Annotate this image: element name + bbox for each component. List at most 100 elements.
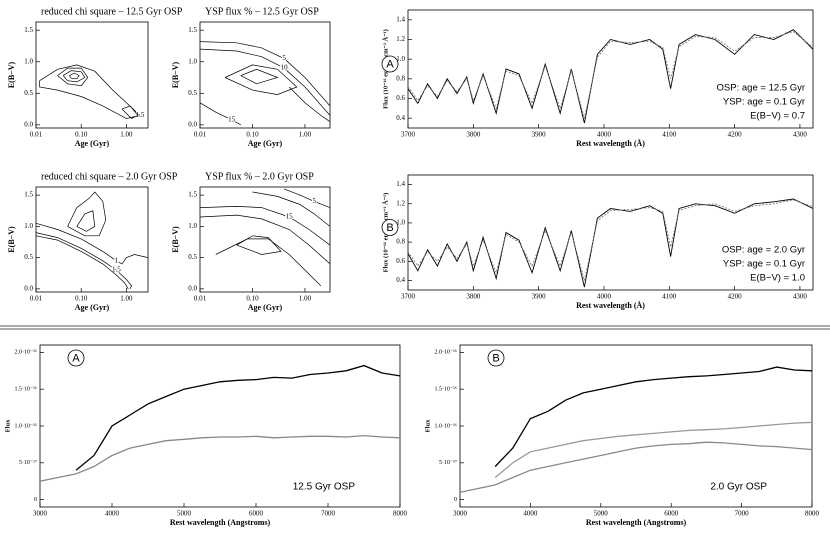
y-tick-label: 1.0 (396, 219, 405, 227)
x-tick-label: 4100 (662, 293, 677, 301)
contour-label: 1.5 (136, 111, 145, 119)
plot-frame (407, 174, 814, 291)
contour-line (283, 188, 330, 208)
x-tick-label: 1.00 (120, 295, 133, 303)
contour-line (288, 86, 330, 122)
x-tick-label: 4000 (523, 510, 538, 518)
x-tick-label: 3700 (401, 293, 416, 301)
x-tick-label: 4300 (793, 131, 808, 139)
contour-line (200, 41, 330, 107)
x-tick-label: 0.01 (30, 295, 43, 303)
contour-label: 5 (282, 54, 286, 62)
y-axis-label: Flux (424, 419, 431, 432)
x-axis-label: Rest wavelength (Å) (576, 301, 645, 310)
y-tick-label: 1.5 (188, 191, 197, 199)
contour-line (200, 102, 241, 126)
x-tick-label: 4200 (728, 293, 743, 301)
y-tick-label: 1.2 (396, 199, 405, 207)
x-tick-label: 1.00 (120, 131, 133, 139)
plot-frame (199, 186, 331, 293)
y-tick-label: 1.4 (396, 180, 405, 188)
contour-line (36, 232, 133, 290)
spectrum-line (40, 434, 400, 482)
y-axis-label: E(B−V) (171, 62, 180, 89)
y-tick-label: 0.5 (24, 89, 33, 97)
x-tick-label: 4300 (793, 293, 808, 301)
x-axis-label: Age (Gyr) (75, 139, 110, 148)
x-tick-label: 7000 (321, 510, 336, 518)
marker-letter: A (386, 58, 394, 70)
y-tick-label: 0.0 (24, 284, 33, 292)
x-tick-label: 3900 (532, 131, 547, 139)
x-tick-label: 4200 (728, 131, 743, 139)
contour-line (236, 235, 282, 255)
contour-line (200, 206, 330, 246)
y-tick-label: 1.5·10⁻¹⁶ (14, 387, 37, 393)
x-tick-label: 4100 (662, 131, 677, 139)
plot-frame (35, 21, 149, 129)
marker-circle (487, 349, 505, 367)
x-axis-label: Age (Gyr) (75, 303, 110, 312)
spectrum-line (408, 29, 813, 124)
y-tick-label: 0.6 (396, 94, 405, 102)
contour-line (36, 222, 148, 265)
contour-label: 15 (286, 213, 294, 221)
spectrum-line (408, 31, 813, 119)
annotation: YSP: age = 0.1 Gyr (723, 97, 805, 108)
x-tick-label: 1.00 (299, 295, 312, 303)
panel-title: YSP flux % – 2.0 Gyr OSP (205, 171, 314, 182)
x-tick-label: 7000 (735, 510, 750, 518)
x-tick-label: 6000 (664, 510, 679, 518)
x-axis-label: Age (Gyr) (248, 139, 283, 148)
marker-circle (67, 349, 85, 367)
x-tick-label: 8000 (805, 510, 820, 518)
contour-line (121, 105, 139, 119)
x-tick-label: 0.10 (246, 295, 259, 303)
panel-title: YSP flux % – 12.5 Gyr OSP (205, 6, 319, 17)
y-tick-label: 1.4 (396, 15, 405, 23)
contour-line (57, 67, 89, 87)
x-tick-label: 0.10 (75, 295, 88, 303)
annotation: OSP: age = 2.0 Gyr (722, 245, 805, 256)
contour-line (224, 64, 298, 95)
x-tick-label: 1.00 (299, 131, 312, 139)
y-tick-label: 0.5 (24, 253, 33, 261)
plot-frame (407, 9, 814, 129)
x-tick-label: 8000 (393, 510, 408, 518)
y-tick-label: 0.8 (396, 238, 405, 246)
contour-line (200, 48, 330, 116)
y-axis-label: E(B−V) (7, 226, 16, 253)
y-tick-label: 1.5 (24, 191, 33, 199)
x-tick-label: 3700 (401, 131, 416, 139)
y-tick-label: 2.0·10⁻¹⁶ (14, 350, 37, 356)
y-tick-label: 0.8 (396, 74, 405, 82)
contour-label: 15 (228, 115, 236, 123)
spectrum-line (494, 421, 812, 478)
x-tick-label: 0.10 (246, 131, 259, 139)
y-tick-label: 0.0 (188, 284, 197, 292)
contour-line (76, 210, 96, 232)
y-tick-label: 0.5 (188, 253, 197, 261)
contour-line (39, 64, 141, 119)
x-tick-label: 4000 (597, 131, 612, 139)
panel-title: reduced chi square – 2.0 Gyr OSP (41, 171, 178, 182)
spectrum-line (408, 199, 813, 281)
y-tick-label: 0 (454, 497, 457, 503)
y-axis-label: Flux (4, 419, 11, 432)
y-tick-label: 1.0 (24, 222, 33, 230)
x-tick-label: 6000 (249, 510, 264, 518)
y-axis-label: E(B−V) (7, 62, 16, 89)
x-axis-label: Rest wavelength (Angstroms) (170, 518, 271, 527)
annotation: 2.0 Gyr OSP (710, 482, 767, 493)
x-tick-label: 5000 (594, 510, 609, 518)
contour-line (36, 235, 129, 290)
x-tick-label: 3800 (466, 131, 481, 139)
y-tick-label: 1.0 (188, 57, 197, 65)
plot-frame (199, 21, 331, 129)
annotation: 12.5 Gyr OSP (293, 482, 356, 493)
spectrum-line (494, 366, 812, 467)
y-tick-label: 1.0 (24, 57, 33, 65)
y-tick-label: 1.0·10⁻¹⁶ (434, 423, 457, 429)
